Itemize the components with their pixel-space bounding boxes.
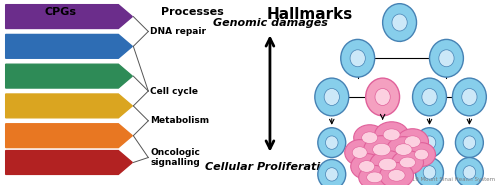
Text: DNA repair: DNA repair — [150, 27, 206, 36]
Polygon shape — [6, 5, 132, 28]
Text: J Gregory ©2019 Mount Sinai Health System: J Gregory ©2019 Mount Sinai Health Syste… — [372, 177, 496, 182]
Ellipse shape — [318, 128, 345, 158]
Ellipse shape — [463, 166, 475, 179]
Text: Oncologic
signalling: Oncologic signalling — [150, 148, 200, 167]
Ellipse shape — [358, 166, 390, 186]
Ellipse shape — [344, 140, 374, 166]
Polygon shape — [6, 94, 132, 118]
Ellipse shape — [408, 143, 436, 166]
Ellipse shape — [430, 39, 464, 77]
Ellipse shape — [392, 150, 424, 174]
Ellipse shape — [416, 158, 444, 186]
Ellipse shape — [463, 136, 475, 149]
Ellipse shape — [326, 168, 338, 181]
Ellipse shape — [340, 39, 374, 77]
Ellipse shape — [456, 128, 483, 158]
Ellipse shape — [452, 78, 486, 116]
Ellipse shape — [326, 136, 338, 149]
Ellipse shape — [350, 50, 366, 67]
Ellipse shape — [388, 170, 405, 181]
Ellipse shape — [375, 89, 390, 105]
Polygon shape — [6, 64, 132, 88]
Ellipse shape — [423, 166, 436, 179]
Ellipse shape — [366, 172, 382, 183]
Ellipse shape — [352, 147, 367, 158]
Ellipse shape — [456, 158, 483, 186]
Ellipse shape — [462, 89, 477, 105]
Polygon shape — [6, 124, 132, 147]
Ellipse shape — [372, 143, 390, 156]
Polygon shape — [6, 150, 132, 174]
Text: Hallmarks: Hallmarks — [266, 7, 353, 22]
Ellipse shape — [412, 78, 446, 116]
Text: Metabolism: Metabolism — [150, 116, 210, 125]
Text: Genomic damages: Genomic damages — [212, 17, 328, 28]
Ellipse shape — [354, 125, 386, 150]
Ellipse shape — [378, 158, 396, 171]
Ellipse shape — [396, 129, 428, 155]
Ellipse shape — [350, 154, 382, 179]
Ellipse shape — [414, 149, 428, 160]
Text: Cell cycle: Cell cycle — [150, 86, 198, 96]
Text: Processes: Processes — [161, 7, 224, 17]
Ellipse shape — [439, 50, 454, 67]
Ellipse shape — [404, 136, 420, 147]
Ellipse shape — [370, 150, 406, 178]
Text: Cellular Proliferation: Cellular Proliferation — [204, 162, 336, 172]
Text: CPGs: CPGs — [44, 7, 76, 17]
Ellipse shape — [400, 157, 415, 168]
Ellipse shape — [324, 89, 340, 105]
Ellipse shape — [380, 163, 414, 186]
Ellipse shape — [318, 160, 345, 186]
Ellipse shape — [315, 78, 348, 116]
Ellipse shape — [364, 136, 400, 163]
Ellipse shape — [362, 132, 378, 143]
Ellipse shape — [366, 78, 400, 116]
Ellipse shape — [423, 136, 436, 149]
Ellipse shape — [392, 14, 407, 31]
Ellipse shape — [422, 89, 437, 105]
Ellipse shape — [382, 4, 416, 41]
Ellipse shape — [416, 128, 444, 158]
Ellipse shape — [395, 144, 412, 155]
Ellipse shape — [374, 122, 408, 147]
Ellipse shape — [386, 137, 420, 163]
Polygon shape — [6, 34, 132, 58]
Ellipse shape — [383, 129, 400, 140]
Ellipse shape — [358, 161, 374, 172]
